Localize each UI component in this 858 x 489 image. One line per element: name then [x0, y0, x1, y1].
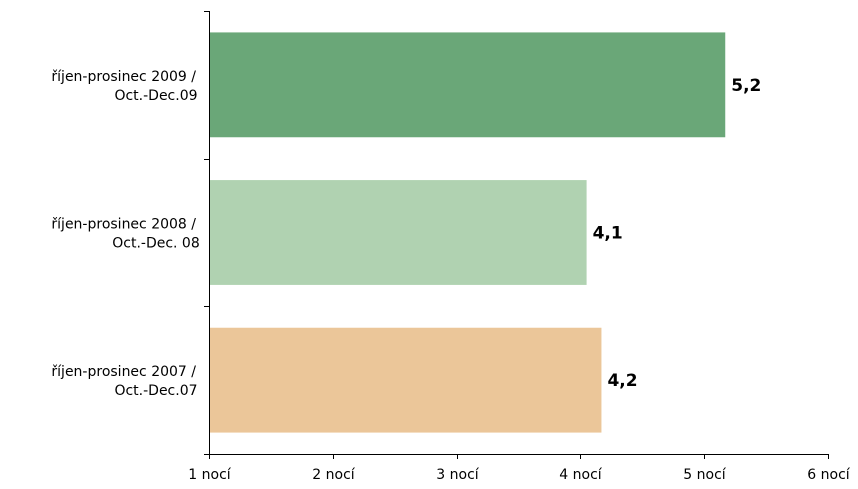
x-tick-label: 1 nocí [188, 467, 231, 483]
axes [204, 11, 829, 459]
category-label-line1: říjen-prosinec 2008 / [51, 217, 196, 233]
category-label: říjen-prosinec 2008 / Oct.-Dec. 08 [51, 217, 199, 252]
category-label-line1: říjen-prosinec 2007 / [51, 364, 196, 380]
bars [210, 32, 726, 433]
x-tick-label: 6 nocí [807, 467, 850, 483]
category-label-line2: Oct.-Dec.07 [114, 383, 197, 399]
data-label: 4,1 [593, 224, 623, 244]
x-tick-label: 2 nocí [312, 467, 355, 483]
x-tick-labels: 1 nocí 2 nocí 3 nocí 4 nocí 5 nocí 6 nocí [188, 467, 850, 483]
category-labels: říjen-prosinec 2009 /Oct.-Dec.09říjen-pr… [51, 69, 199, 399]
data-label: 5,2 [731, 76, 761, 96]
category-label: říjen-prosinec 2007 / Oct.-Dec.07 [51, 364, 197, 399]
category-label-line2: Oct.-Dec. 08 [112, 236, 200, 252]
category-label-line2: Oct.-Dec.09 [114, 88, 197, 104]
category-label-line1: říjen-prosinec 2009 / [51, 69, 196, 85]
data-labels: 5,2 4,1 4,2 [593, 76, 762, 391]
bar [210, 327, 602, 433]
data-label: 4,2 [607, 371, 637, 391]
bar [210, 32, 726, 138]
category-label: říjen-prosinec 2009 / Oct.-Dec.09 [51, 69, 197, 104]
bar [210, 180, 587, 285]
x-tick-label: 3 nocí [436, 467, 479, 483]
x-tick-label: 4 nocí [559, 467, 602, 483]
x-tick-label: 5 nocí [683, 467, 726, 483]
